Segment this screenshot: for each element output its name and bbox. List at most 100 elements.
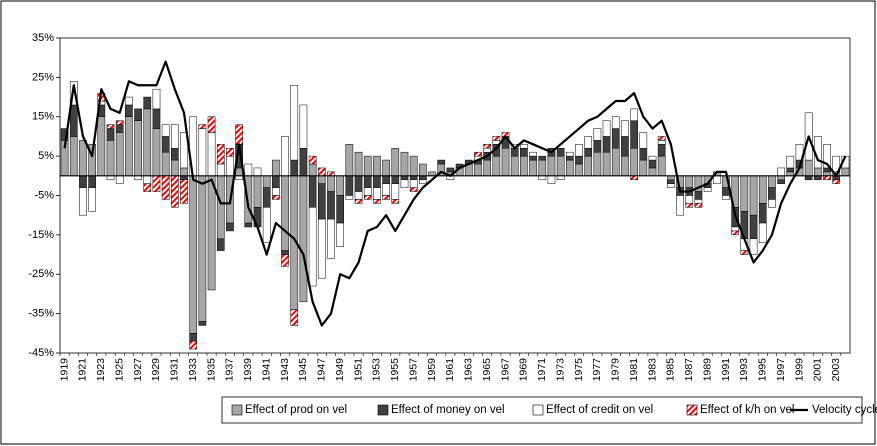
x-tick-label: 1991 bbox=[720, 358, 732, 382]
bar-segment bbox=[189, 175, 198, 334]
bar-segment bbox=[520, 155, 528, 177]
bar-segment bbox=[170, 159, 179, 177]
bar-segment bbox=[419, 179, 427, 184]
legend-label: Effect of prod on vel bbox=[245, 404, 347, 416]
bar-segment bbox=[308, 207, 317, 287]
bar-segment bbox=[134, 120, 142, 177]
bar-segment bbox=[768, 175, 776, 188]
bar-segment bbox=[740, 250, 749, 255]
x-tick-label: 1933 bbox=[187, 358, 199, 382]
bar-segment bbox=[216, 163, 225, 177]
bar-segment bbox=[593, 140, 602, 153]
bar-segment bbox=[474, 151, 482, 157]
bar-segment bbox=[667, 183, 675, 188]
bar-segment bbox=[492, 136, 501, 141]
x-tick-label: 2003 bbox=[830, 358, 842, 382]
bar-segment bbox=[161, 124, 170, 137]
bar-segment bbox=[253, 167, 262, 177]
bar-segment bbox=[198, 124, 207, 129]
bar-segment bbox=[272, 195, 280, 200]
bar-segment bbox=[630, 120, 638, 149]
bar-segment bbox=[216, 175, 225, 240]
bar-segment bbox=[602, 151, 611, 177]
x-tick-label: 1971 bbox=[536, 358, 548, 382]
bar-segment bbox=[419, 163, 427, 177]
bar-segment bbox=[648, 167, 657, 177]
x-tick-label: 1959 bbox=[426, 358, 438, 382]
bar-segment bbox=[170, 124, 179, 149]
bar-segment bbox=[749, 175, 758, 216]
bar-segment bbox=[584, 155, 593, 177]
bar-segment bbox=[621, 136, 629, 157]
x-tick-label: 1981 bbox=[628, 358, 640, 382]
bar-segment bbox=[262, 207, 271, 243]
bar-segment bbox=[345, 195, 354, 200]
x-tick-label: 2001 bbox=[812, 358, 824, 382]
x-tick-label: 1957 bbox=[407, 358, 419, 382]
bar-segment bbox=[391, 183, 400, 200]
x-tick-label: 1961 bbox=[444, 358, 456, 382]
bar-segment bbox=[391, 175, 400, 184]
x-tick-label: 1993 bbox=[738, 358, 750, 382]
bar-segment bbox=[262, 175, 271, 188]
bar-segment bbox=[758, 175, 767, 204]
bar-segment bbox=[814, 167, 822, 177]
bar-segment bbox=[538, 155, 547, 161]
bar-segment bbox=[189, 340, 198, 350]
bar-segment bbox=[180, 179, 188, 204]
y-tick-label: -15% bbox=[28, 229, 54, 241]
bar-segment bbox=[832, 179, 841, 184]
x-tick-label: 1945 bbox=[297, 358, 309, 382]
bar-segment bbox=[69, 81, 78, 106]
bar-segment bbox=[97, 116, 106, 177]
bar-segment bbox=[272, 159, 280, 177]
bar-segment bbox=[611, 148, 620, 177]
y-tick-label: 35% bbox=[32, 32, 54, 44]
bar-segment bbox=[180, 132, 188, 169]
bar-segment bbox=[483, 144, 491, 149]
bar-segment bbox=[106, 128, 115, 141]
bar-segment bbox=[731, 230, 740, 236]
bar-segment bbox=[336, 175, 345, 196]
bar-segment bbox=[621, 155, 629, 177]
bar-segment bbox=[391, 199, 400, 204]
bar-segment bbox=[354, 191, 363, 200]
bar-segment bbox=[768, 199, 776, 208]
x-tick-label: 1983 bbox=[646, 358, 658, 382]
bar-segment bbox=[400, 179, 409, 188]
legend-label: Velocity cycle bbox=[812, 404, 877, 416]
x-tick-label: 1951 bbox=[352, 358, 364, 382]
bar-segment bbox=[281, 250, 289, 255]
bar-segment bbox=[281, 136, 289, 177]
bar-segment bbox=[281, 175, 289, 251]
x-tick-label: 1985 bbox=[665, 358, 677, 382]
x-tick-label: 1925 bbox=[113, 358, 125, 382]
bar-segment bbox=[556, 155, 565, 177]
bar-segment bbox=[79, 140, 87, 177]
bar-segment bbox=[823, 144, 831, 169]
bar-segment bbox=[115, 120, 124, 125]
bar-segment bbox=[575, 144, 583, 157]
bar-segment bbox=[520, 148, 528, 157]
bar-segment bbox=[161, 175, 170, 200]
x-tick-label: 1963 bbox=[463, 358, 475, 382]
x-tick-label: 1923 bbox=[95, 358, 107, 382]
bar-segment bbox=[667, 179, 675, 184]
bar-segment bbox=[317, 183, 326, 220]
bar-segment bbox=[290, 309, 299, 326]
bar-segment bbox=[630, 108, 638, 121]
bar-segment bbox=[510, 148, 519, 157]
bar-segment bbox=[143, 108, 152, 177]
bar-segment bbox=[244, 222, 253, 228]
bar-segment bbox=[382, 195, 390, 200]
bar-segment bbox=[244, 163, 253, 177]
bar-segment bbox=[152, 108, 161, 129]
bar-segment bbox=[529, 151, 537, 157]
bar-segment bbox=[106, 140, 115, 177]
bar-segment bbox=[611, 128, 620, 149]
x-tick-label: 1973 bbox=[554, 358, 566, 382]
x-tick-label: 1955 bbox=[389, 358, 401, 382]
bar-segment bbox=[446, 167, 455, 173]
bar-segment bbox=[170, 175, 179, 208]
bar-segment bbox=[198, 175, 207, 322]
